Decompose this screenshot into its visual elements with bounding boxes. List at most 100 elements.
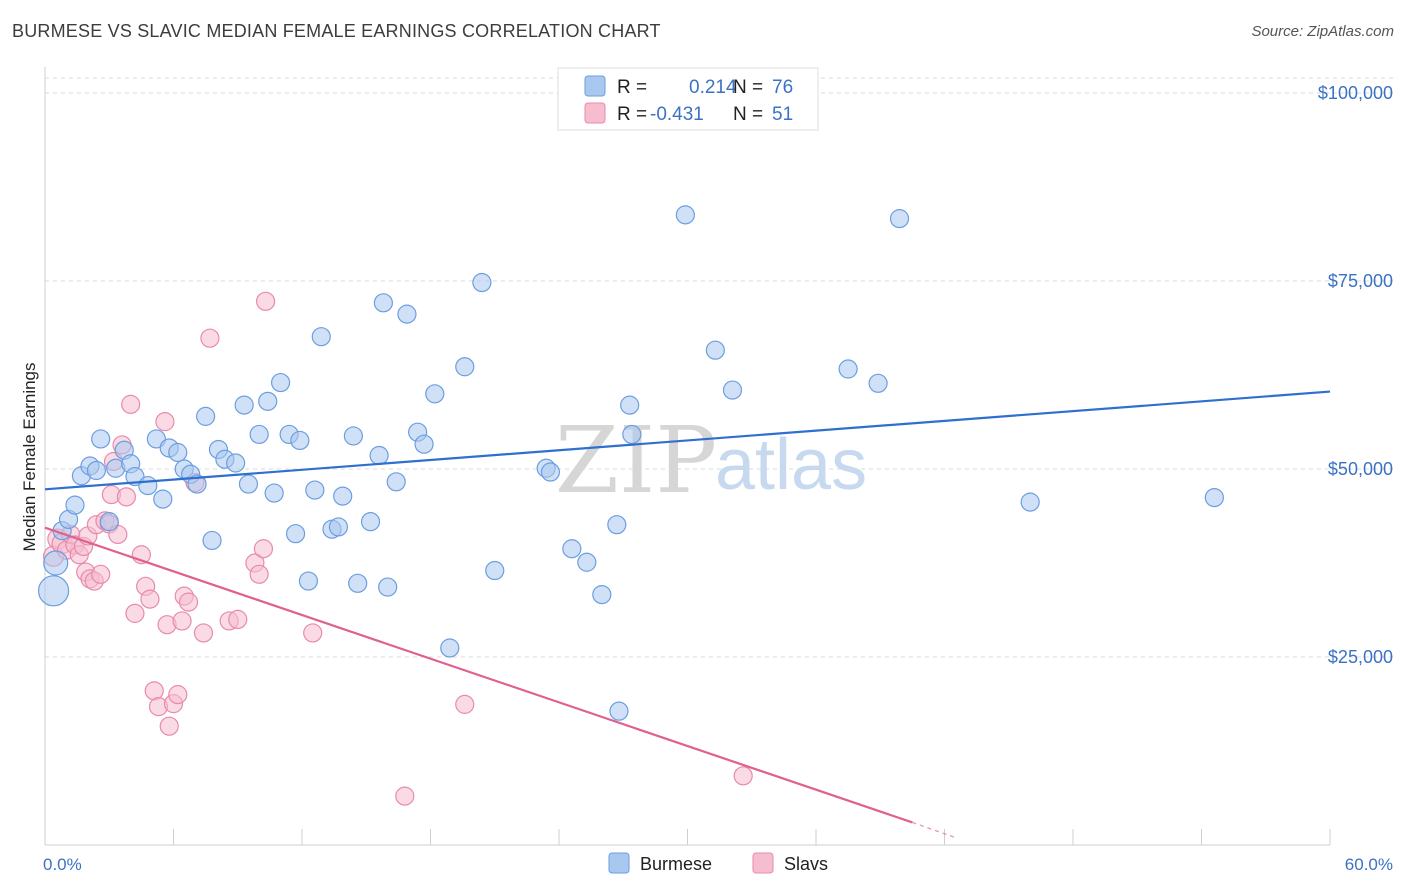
burmese-point [440, 638, 460, 658]
slavs-legend-label: Slavs [784, 854, 828, 874]
burmese-point [238, 474, 259, 494]
x-tick-label: 0.0% [43, 855, 82, 874]
chart-title: BURMESE VS SLAVIC MEDIAN FEMALE EARNINGS… [12, 21, 661, 41]
burmese-point [397, 304, 417, 324]
watermark-atlas: atlas [715, 425, 867, 505]
burmese-point [249, 424, 269, 445]
slavs-trend-extension [912, 821, 956, 839]
burmese-point [138, 475, 158, 496]
burmese-point [485, 560, 505, 581]
burmese-point [99, 512, 119, 532]
slavs-point [144, 681, 164, 701]
y-axis-label: Median Female Earnings [20, 363, 39, 552]
slavs-point [91, 564, 111, 584]
burmese-point [285, 524, 306, 544]
burmese-point [343, 426, 363, 446]
grid-lines [45, 77, 1395, 658]
burmese-point [868, 373, 888, 393]
burmese-point [91, 429, 111, 449]
y-tick-labels: $25,000 $50,000 $75,000 $100,000 [1318, 83, 1393, 667]
burmese-point [333, 486, 353, 506]
slavs-point [228, 609, 248, 630]
burmese-point [298, 571, 319, 591]
burmese-legend-swatch [608, 852, 630, 874]
y-tick-label: $100,000 [1318, 83, 1393, 103]
slavs-legend-swatch [752, 852, 774, 874]
burmese-point [37, 575, 70, 607]
burmese-point [202, 530, 222, 551]
burmese-swatch [584, 75, 606, 97]
burmese-point [577, 552, 597, 572]
burmese-point [592, 584, 612, 605]
burmese-point [414, 434, 434, 454]
burmese-point [153, 489, 173, 509]
slavs-r-value: -0.431 [650, 104, 704, 125]
y-tick-label: $50,000 [1328, 459, 1393, 479]
burmese-point [838, 359, 858, 379]
burmese-point [264, 483, 284, 503]
burmese-point [609, 701, 629, 721]
burmese-point [86, 460, 107, 481]
burmese-point [455, 357, 475, 377]
correlation-legend: R = 0.214 N = 76 R = -0.431 N = 51 [557, 67, 819, 131]
burmese-point [369, 445, 389, 466]
burmese-point [360, 512, 381, 532]
watermark: ZIP atlas [555, 407, 867, 514]
burmese-point [722, 380, 743, 400]
burmese-point [378, 577, 398, 597]
burmese-n-value: 76 [772, 77, 793, 98]
slavs-point [168, 685, 188, 705]
slavs-point [178, 592, 199, 612]
slavs-n-label: N = [733, 104, 763, 125]
burmese-points [37, 205, 1224, 721]
burmese-point [168, 442, 188, 463]
burmese-point [270, 372, 291, 393]
burmese-r-label: R = [617, 77, 647, 98]
slavs-point [455, 694, 475, 714]
slavs-r-label: R = [617, 104, 647, 125]
series-legend: Burmese Slavs [608, 852, 828, 874]
burmese-point [187, 474, 207, 494]
slavs-trend-line [44, 526, 913, 824]
burmese-n-label: N = [733, 77, 763, 98]
y-tick-label: $75,000 [1328, 271, 1393, 291]
burmese-point [622, 424, 642, 445]
burmese-r-value: 0.214 [689, 77, 737, 98]
burmese-point [348, 573, 368, 593]
burmese-point [425, 384, 445, 404]
x-tick-label: 60.0% [1345, 855, 1393, 874]
slavs-point [121, 394, 141, 414]
slavs-point [395, 786, 415, 806]
burmese-point [705, 340, 725, 360]
slavs-point [249, 564, 269, 584]
burmese-point [305, 480, 325, 500]
slavs-point [172, 611, 192, 631]
watermark-zip: ZIP [555, 407, 717, 514]
burmese-point [1020, 492, 1040, 512]
burmese-point [562, 539, 582, 559]
slavs-swatch [584, 102, 606, 124]
burmese-point [226, 453, 246, 473]
slavs-point [159, 716, 179, 736]
burmese-point [675, 205, 695, 225]
burmese-legend-label: Burmese [640, 854, 712, 874]
burmese-point [328, 517, 349, 537]
burmese-point [258, 391, 278, 411]
burmese-trend-line [44, 390, 1331, 491]
slavs-points [42, 291, 753, 806]
burmese-point [540, 462, 561, 482]
source-credit: Source: ZipAtlas.com [1251, 23, 1394, 40]
slavs-point [116, 487, 136, 507]
axes [44, 67, 1331, 846]
burmese-point [1204, 487, 1224, 508]
burmese-point [472, 272, 492, 293]
burmese-point [373, 293, 393, 313]
slavs-point [253, 539, 274, 559]
burmese-point [620, 395, 640, 415]
burmese-point [43, 550, 69, 576]
slavs-point [200, 328, 220, 348]
slavs-point [303, 623, 323, 643]
burmese-point [386, 472, 406, 492]
burmese-point [290, 430, 310, 451]
